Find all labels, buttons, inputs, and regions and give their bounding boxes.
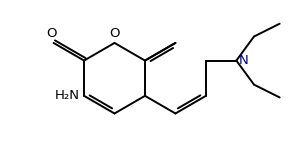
Text: O: O (47, 27, 57, 40)
Text: N: N (239, 54, 249, 67)
Text: O: O (109, 27, 120, 40)
Text: H₂N: H₂N (54, 89, 79, 102)
